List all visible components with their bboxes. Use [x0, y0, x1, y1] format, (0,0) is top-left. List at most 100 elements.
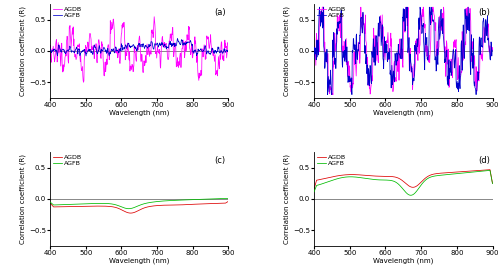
AGDB — [311, 187, 317, 191]
AGFB — [364, 53, 370, 56]
Legend: AGDB, AGFB: AGDB, AGFB — [316, 6, 346, 19]
AGDB — [162, 42, 168, 45]
AGFB — [226, 197, 232, 200]
AGDB — [151, 15, 157, 18]
AGFB — [47, 47, 53, 50]
AGDB — [426, 61, 432, 64]
AGFB — [112, 203, 118, 206]
AGFB — [487, 169, 493, 172]
AGDB — [460, 38, 466, 41]
Y-axis label: Correlation coefficient (R): Correlation coefficient (R) — [284, 154, 290, 244]
AGDB — [364, 44, 370, 47]
AGFB — [164, 199, 170, 202]
AGFB — [222, 197, 228, 200]
AGDB — [311, 53, 317, 56]
AGFB — [459, 171, 465, 175]
X-axis label: Wavelength (nm): Wavelength (nm) — [373, 109, 434, 116]
X-axis label: Wavelength (nm): Wavelength (nm) — [109, 109, 170, 116]
Line: AGFB: AGFB — [50, 39, 228, 56]
AGDB — [320, 6, 326, 9]
AGFB — [408, 194, 414, 197]
AGDB — [162, 204, 168, 207]
AGFB — [162, 199, 168, 202]
AGFB — [429, 7, 435, 11]
AGDB — [429, 8, 435, 11]
AGFB — [91, 202, 97, 205]
Text: (b): (b) — [478, 8, 490, 17]
AGDB — [356, 44, 362, 47]
AGFB — [164, 46, 170, 49]
Y-axis label: Correlation coefficient (R): Correlation coefficient (R) — [20, 154, 26, 244]
AGFB — [195, 198, 201, 201]
AGDB — [330, 93, 336, 96]
AGFB — [376, 178, 382, 181]
AGFB — [324, 93, 330, 96]
AGDB — [196, 76, 202, 80]
Y-axis label: Correlation coefficient (R): Correlation coefficient (R) — [284, 6, 290, 96]
Legend: AGDB, AGFB: AGDB, AGFB — [316, 154, 346, 167]
AGDB — [99, 44, 105, 48]
AGFB — [426, 176, 432, 179]
AGFB — [162, 45, 168, 48]
AGDB — [128, 211, 134, 215]
Text: (d): (d) — [478, 156, 490, 165]
AGFB — [363, 177, 369, 180]
AGFB — [92, 43, 98, 47]
AGDB — [376, 175, 382, 178]
AGDB — [165, 57, 171, 60]
AGDB — [164, 204, 170, 207]
AGFB — [83, 54, 89, 58]
AGFB — [490, 182, 496, 185]
AGFB — [490, 49, 496, 52]
AGDB — [92, 50, 98, 54]
AGDB — [426, 174, 432, 177]
AGFB — [428, 175, 434, 178]
AGDB — [98, 204, 104, 208]
AGDB — [356, 173, 362, 176]
AGFB — [311, 57, 317, 60]
AGDB — [459, 170, 465, 173]
AGDB — [80, 80, 86, 84]
AGFB — [174, 37, 180, 40]
Line: AGDB: AGDB — [50, 201, 228, 213]
AGFB — [460, 65, 466, 68]
Text: (c): (c) — [214, 156, 226, 165]
AGFB — [226, 49, 232, 52]
AGDB — [47, 45, 53, 48]
AGFB — [196, 49, 202, 52]
AGDB — [363, 174, 369, 177]
AGDB — [226, 200, 232, 203]
Line: AGFB: AGFB — [314, 7, 492, 94]
Legend: AGDB, AGFB: AGDB, AGFB — [52, 154, 82, 167]
AGFB — [112, 46, 118, 49]
Line: AGDB: AGDB — [50, 17, 228, 82]
AGFB — [126, 207, 132, 210]
AGFB — [99, 49, 105, 52]
Line: AGFB: AGFB — [50, 198, 228, 209]
AGDB — [490, 46, 496, 49]
AGFB — [98, 202, 104, 205]
AGFB — [356, 176, 362, 179]
AGDB — [195, 202, 201, 206]
AGDB — [112, 206, 118, 209]
AGFB — [47, 200, 53, 204]
AGFB — [426, 9, 432, 12]
AGFB — [356, 41, 362, 45]
Line: AGDB: AGDB — [314, 170, 492, 189]
Y-axis label: Correlation coefficient (R): Correlation coefficient (R) — [20, 6, 26, 96]
AGDB — [376, 27, 382, 31]
AGDB — [490, 182, 496, 185]
AGDB — [226, 45, 232, 48]
AGFB — [311, 190, 317, 194]
X-axis label: Wavelength (nm): Wavelength (nm) — [373, 257, 434, 264]
AGDB — [112, 49, 118, 52]
Legend: AGDB, AGFB: AGDB, AGFB — [52, 6, 82, 19]
Line: AGFB: AGFB — [314, 170, 492, 195]
AGDB — [487, 168, 493, 171]
AGDB — [47, 201, 53, 205]
Text: (a): (a) — [214, 8, 226, 17]
Line: AGDB: AGDB — [314, 7, 492, 94]
AGFB — [376, 15, 382, 18]
AGFB — [316, 6, 322, 9]
AGDB — [91, 204, 97, 208]
